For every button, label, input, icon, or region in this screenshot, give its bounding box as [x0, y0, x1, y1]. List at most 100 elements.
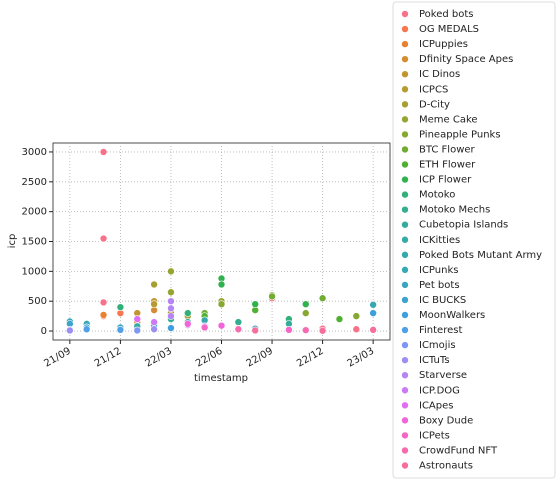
legend-marker: [401, 205, 409, 214]
point: [369, 300, 377, 309]
y-tick-label: 1000: [22, 266, 47, 277]
point: [184, 320, 192, 328]
y-tick-label: 3000: [22, 147, 47, 158]
point: [335, 315, 344, 323]
point: [99, 148, 108, 156]
legend-label: Motoko: [419, 190, 455, 201]
y-tick-label: 2500: [22, 177, 47, 188]
legend-label: ICP.DOG: [419, 385, 460, 396]
point: [352, 325, 361, 334]
point: [251, 300, 259, 308]
point: [369, 309, 377, 317]
legend-marker: [401, 145, 409, 154]
legend-marker: [401, 160, 409, 169]
legend-label: Starverse: [419, 370, 467, 381]
legend-marker: [401, 431, 409, 440]
point: [217, 280, 226, 289]
x-tick-label: 22/12: [295, 346, 325, 370]
legend-marker: [401, 100, 409, 109]
point: [150, 318, 158, 326]
x-tick-label: 21/12: [93, 346, 123, 370]
point: [251, 326, 259, 335]
x-tick-label: 22/06: [194, 346, 224, 370]
legend-label: Astronauts: [419, 461, 473, 472]
legend-label: ETH Flower: [419, 160, 476, 171]
x-tick-label: 23/03: [346, 346, 376, 370]
legend-label: CrowdFund NFT: [419, 445, 498, 456]
point: [150, 325, 158, 334]
legend-marker: [401, 446, 409, 455]
legend-label: MoonWalkers: [419, 310, 485, 321]
legend-marker: [401, 311, 409, 319]
legend-marker: [401, 220, 409, 229]
point: [285, 326, 293, 334]
point: [318, 326, 327, 335]
legend-marker: [401, 10, 409, 18]
legend-label: Poked Bots Mutant Army: [419, 250, 542, 261]
legend-marker: [401, 130, 409, 139]
legend-label: IC BUCKS: [419, 295, 466, 306]
point: [301, 309, 310, 317]
legend-marker: [401, 371, 409, 380]
y-tick-label: 1500: [22, 237, 47, 248]
point: [369, 326, 377, 334]
legend-marker: [401, 25, 409, 33]
point: [150, 300, 158, 308]
legend-label: Finterest: [419, 325, 462, 336]
legend-label: D-City: [419, 99, 450, 110]
legend-label: Dfinity Space Apes: [419, 54, 513, 65]
legend-marker: [401, 356, 409, 364]
legend-label: ICPCS: [419, 84, 448, 95]
point: [150, 280, 158, 289]
legend-marker: [401, 115, 409, 124]
legend-marker: [401, 386, 409, 395]
point: [217, 321, 226, 330]
point: [116, 326, 125, 334]
legend-label: ICPuppies: [419, 39, 468, 50]
legend-label: ICP Flower: [419, 175, 472, 186]
legend-label: ICTuTs: [419, 355, 450, 366]
point: [184, 309, 192, 317]
point: [167, 288, 175, 297]
legend-label: Poked bots: [419, 9, 474, 20]
point: [200, 323, 209, 332]
point: [234, 325, 243, 334]
point: [217, 300, 226, 308]
legend-label: IC Dinos: [419, 69, 460, 80]
legend-label: Motoko Mechs: [419, 205, 490, 216]
point: [99, 234, 108, 243]
legend-marker: [401, 85, 409, 94]
legend-label: ICApes: [419, 400, 453, 411]
point: [318, 294, 327, 303]
y-axis-label: icp: [7, 234, 18, 249]
legend-marker: [401, 326, 409, 334]
point: [133, 315, 142, 323]
point: [167, 297, 175, 305]
point: [133, 326, 142, 335]
legend-marker: [401, 55, 409, 63]
legend-label: ICKitties: [419, 235, 460, 246]
point: [116, 303, 125, 311]
legend-label: Pet bots: [419, 280, 460, 291]
legend-marker: [401, 281, 409, 289]
legend-label: ICPets: [419, 430, 450, 441]
point: [167, 312, 175, 320]
point: [99, 298, 108, 307]
legend-marker: [401, 416, 409, 425]
legend-marker: [401, 461, 409, 470]
legend-label: ICPunks: [419, 265, 458, 276]
x-tick-label: 21/09: [42, 346, 72, 370]
point: [167, 324, 175, 332]
point: [234, 318, 243, 326]
point: [167, 304, 175, 313]
legend-marker: [401, 266, 409, 274]
legend-marker: [401, 70, 409, 78]
legend-marker: [401, 401, 409, 410]
point: [167, 267, 175, 276]
point: [301, 326, 310, 334]
legend-label: Boxy Dude: [419, 415, 473, 426]
legend-label: OG MEDALS: [419, 24, 479, 35]
point: [66, 326, 74, 335]
y-tick-label: 0: [41, 326, 47, 337]
